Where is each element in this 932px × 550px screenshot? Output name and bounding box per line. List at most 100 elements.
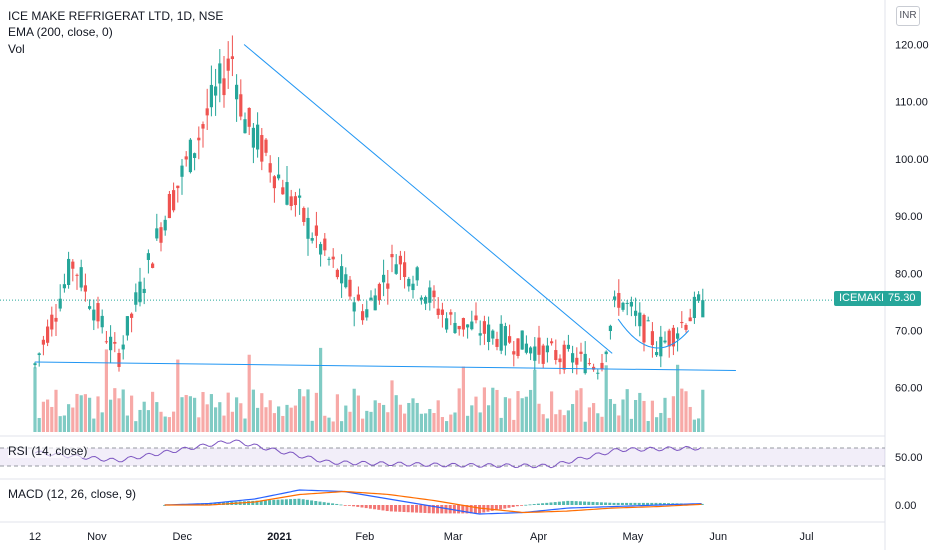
volume-bar [608,399,612,432]
macd-histogram-bar [608,502,612,505]
volume-bar [373,400,377,432]
volume-bar [482,387,486,432]
volume-bar [356,395,360,432]
candle-body [201,124,205,129]
volume-bar [319,347,323,432]
volume-bar [470,405,474,432]
candle-body [659,336,663,357]
volume-bar [167,417,171,432]
volume-bar [646,421,650,432]
volume-bar [566,410,570,432]
volume-bar [62,415,66,432]
volume-bar [655,417,659,432]
price-tick-label: 110.00 [895,97,928,109]
candle-body [163,219,167,231]
volume-bar [398,404,402,432]
macd-histogram-bar [322,502,326,505]
candle-body [650,331,654,346]
volume-bar [377,402,381,432]
candle-body [109,336,113,351]
candle-body [348,279,352,297]
candle-body [46,326,50,343]
candle-body [226,58,230,71]
volume-bar [50,406,54,432]
candle-body [629,301,633,307]
macd-histogram-bar [444,505,448,514]
volume-bar [117,398,121,432]
candle-body [533,346,537,361]
volume-bar [365,410,369,432]
candle-body [575,357,579,365]
candle-body [512,351,516,355]
volume-bar [491,387,495,432]
currency-button[interactable]: INR [896,6,920,26]
volume-bar [684,391,688,432]
macd-histogram-bar [440,505,444,514]
candle-body [319,244,323,255]
volume-bar [688,406,692,432]
candle-body [440,309,444,315]
macd-histogram-bar [557,501,561,505]
volume-bar [432,413,436,432]
volume-bar [411,398,415,432]
macd-histogram-bar [511,505,515,507]
volume-bar [46,399,50,432]
volume-bar [634,400,638,432]
candle-body [688,317,692,322]
volume-bar [562,415,566,432]
candle-body [613,296,617,300]
time-tick-label: May [622,531,643,543]
macd-histogram-bar [247,501,251,505]
candle-body [432,290,436,298]
candle-body [71,261,75,269]
macd-histogram-bar [515,505,519,507]
candle-body [214,86,218,96]
macd-histogram-bar [373,505,377,510]
macd-histogram-bar [402,505,406,512]
macd-histogram-bar [163,505,167,506]
volume-bar [146,410,150,432]
volume-bar [188,396,192,432]
last-price-tag: 75.30 [883,291,921,306]
candle-body [638,312,642,327]
volume-bar [268,400,272,432]
volume-bar [67,404,71,432]
volume-bar [642,400,646,432]
candle-body [596,372,600,374]
volume-bar [226,392,230,432]
candle-body [54,317,58,322]
volume-bar [109,399,113,432]
candle-body [554,350,558,360]
macd-histogram-bar [276,499,280,505]
volume-bar [386,412,390,432]
volume-bar [230,411,234,432]
candle-body [121,344,125,350]
macd-histogram-bar [541,503,545,505]
macd-histogram-bar [389,505,393,512]
volume-bar [176,359,180,432]
candle-body [117,352,121,367]
macd-histogram-bar [536,503,540,505]
macd-histogram-bar [637,502,641,505]
candle-body [403,262,407,278]
volume-bar [172,411,176,432]
candle-body [264,139,268,153]
cup-arc [617,318,690,349]
volume-bar [205,404,209,432]
volume-bar [529,389,533,432]
macd-histogram-bar [352,505,356,507]
candle-body [676,333,680,339]
candle-body [125,316,129,336]
macd-histogram-bar [616,502,620,505]
macd-histogram-bar [272,499,276,505]
macd-histogram-bar [259,500,263,505]
candle-body [411,283,415,291]
candle-body [671,327,675,347]
volume-bar [394,395,398,432]
volume-bar [58,416,62,432]
candle-body [159,227,163,243]
macd-histogram-bar [364,505,368,509]
macd-histogram-bar [604,502,608,505]
candle-body [314,225,318,236]
